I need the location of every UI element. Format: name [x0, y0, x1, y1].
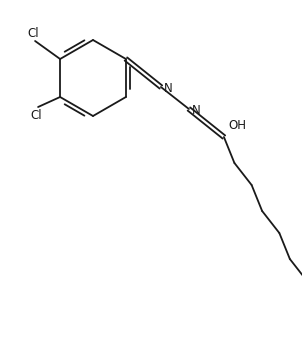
- Text: N: N: [164, 82, 173, 94]
- Text: OH: OH: [228, 118, 246, 132]
- Text: Cl: Cl: [27, 27, 39, 40]
- Text: Cl: Cl: [30, 109, 42, 122]
- Text: N: N: [192, 103, 201, 117]
